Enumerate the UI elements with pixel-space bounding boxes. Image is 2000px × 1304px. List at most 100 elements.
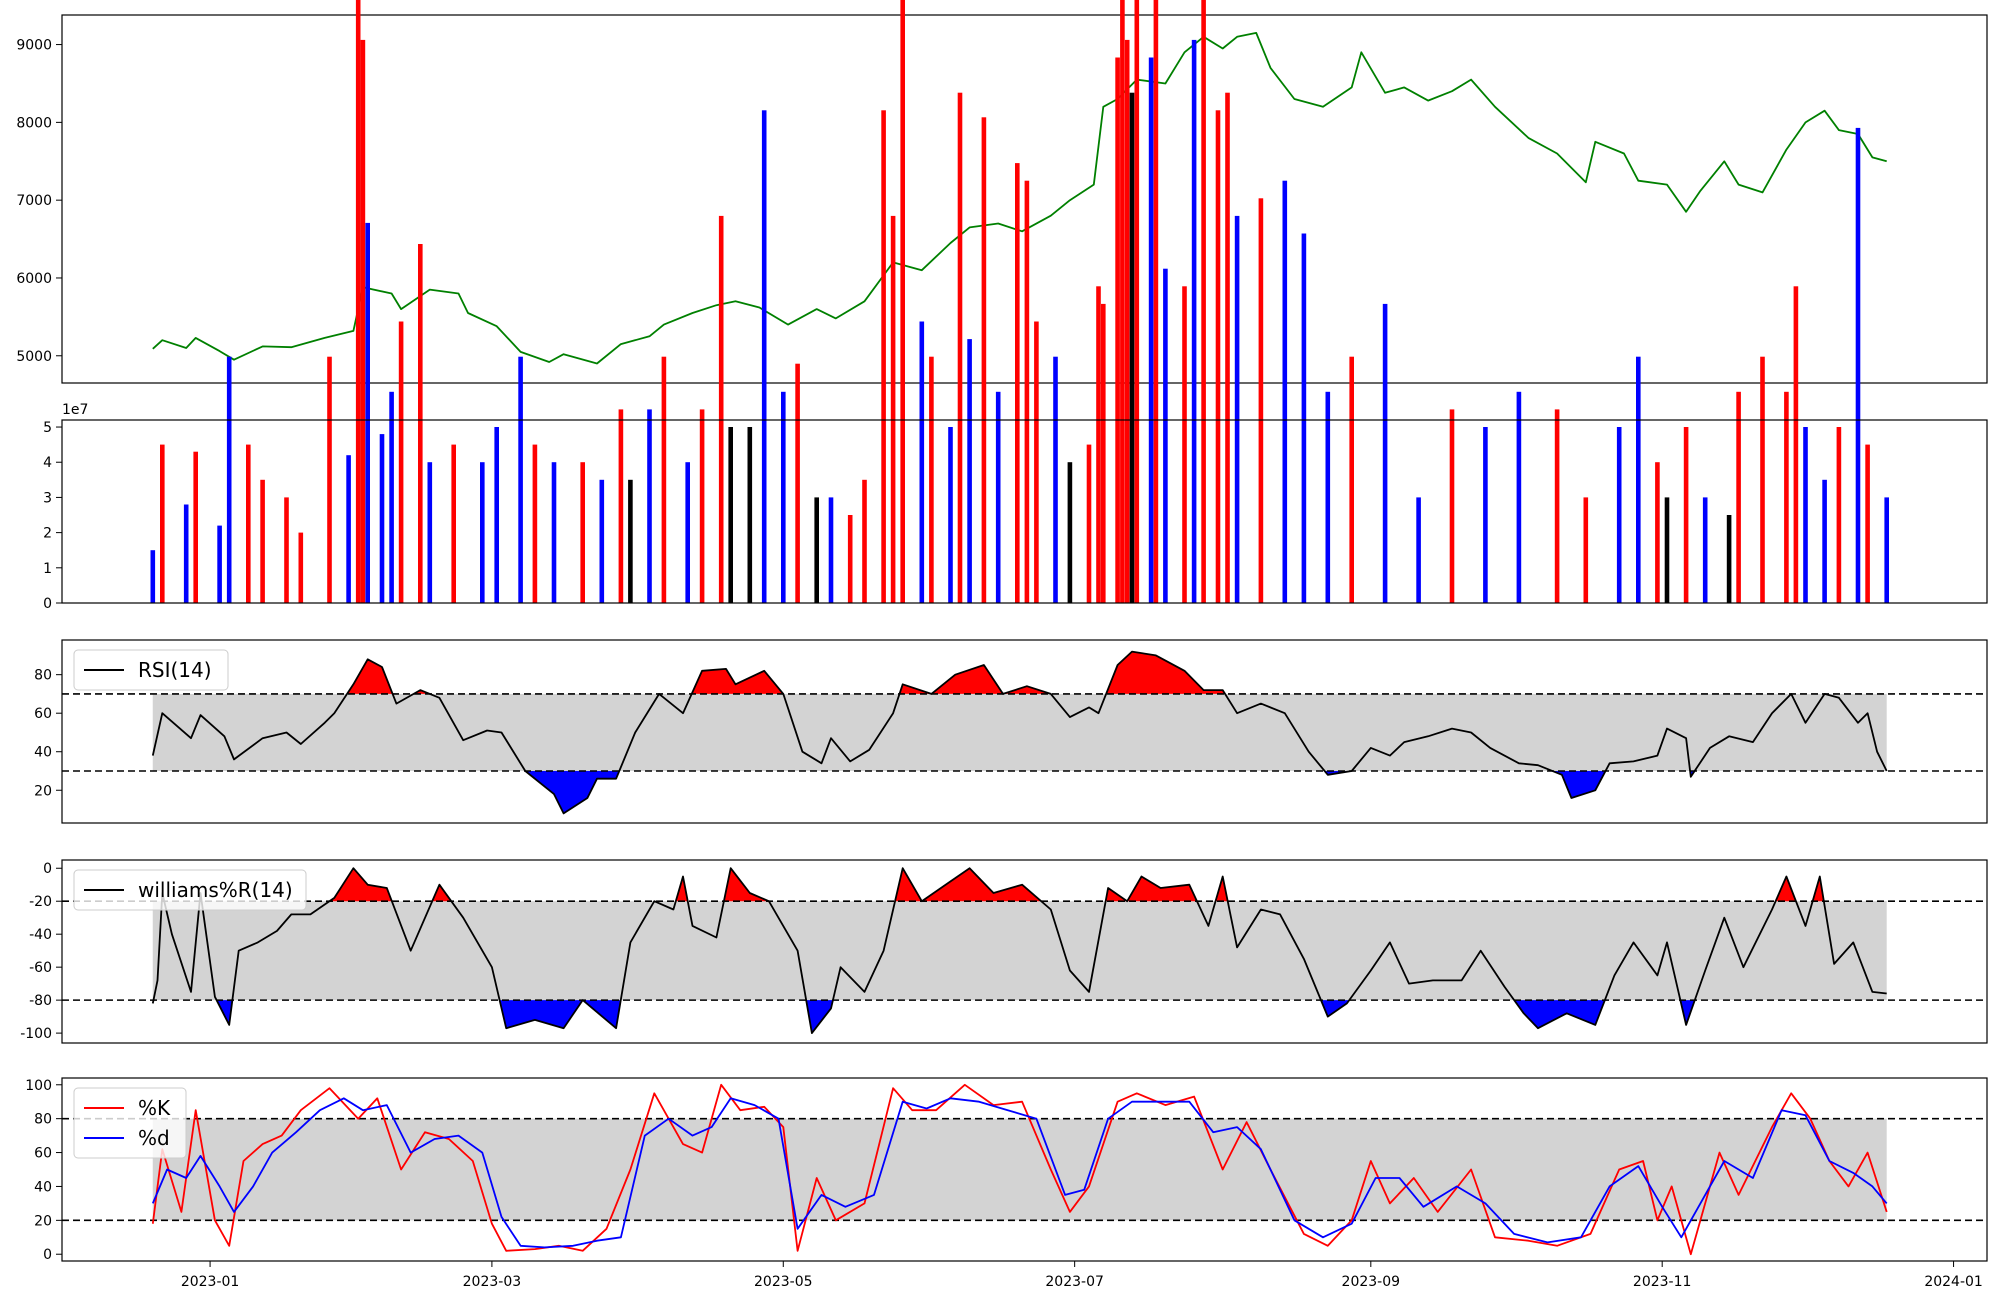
volume-bar — [1282, 180, 1288, 603]
y-tick-label: 40 — [34, 1179, 52, 1195]
y-tick-label: 60 — [34, 706, 52, 722]
overbought-fill — [691, 668, 784, 694]
volume-bar — [1053, 356, 1058, 603]
volume-bar — [1636, 356, 1641, 603]
volume-bar — [1683, 427, 1689, 603]
volume-bar — [1803, 427, 1808, 603]
oversold-fill — [499, 1000, 583, 1029]
volume-bar — [1086, 444, 1092, 603]
volume-bar — [1096, 286, 1101, 603]
volume-bar — [1201, 0, 1206, 603]
overbought-fill — [1215, 876, 1228, 902]
volume-bar — [217, 525, 222, 603]
volume-bar — [900, 0, 905, 603]
legend-label: RSI(14) — [138, 658, 212, 682]
volume-bar — [1215, 110, 1221, 604]
y-tick-label: 80 — [34, 1112, 52, 1128]
volume-bar — [518, 356, 523, 603]
legend-label: williams%R(14) — [138, 878, 293, 902]
volume-bar — [1120, 0, 1125, 603]
volume-bar — [360, 39, 366, 603]
y-tick-label: -40 — [29, 927, 52, 943]
volume-bar — [1865, 444, 1870, 603]
volume-bar — [1225, 92, 1230, 603]
volume-bar — [995, 391, 1001, 603]
volume-bar — [427, 462, 433, 603]
volume-bar — [1124, 39, 1130, 603]
volume-bar — [1382, 303, 1388, 603]
y-tick-label: 6000 — [16, 271, 52, 287]
overbought-fill — [1106, 651, 1226, 694]
x-tick-label: 2024-01 — [1924, 1274, 1983, 1290]
volume-bar — [828, 497, 834, 603]
volume-bar — [929, 356, 934, 603]
volume-bar — [1416, 497, 1421, 603]
volume-bar — [967, 339, 972, 603]
volume-bar — [1349, 356, 1354, 603]
volume-bar — [862, 479, 867, 603]
legend-label: %d — [138, 1126, 170, 1150]
volume-bar — [379, 434, 385, 603]
oversold-fill — [1514, 1000, 1605, 1029]
volume-bar — [1554, 409, 1560, 603]
y-tick-label: 100 — [25, 1078, 52, 1094]
volume-bar — [1024, 180, 1030, 603]
axes-frame — [61, 14, 1988, 384]
volume-bar — [1449, 409, 1455, 603]
volume-bar — [389, 391, 394, 603]
volume-bar — [699, 409, 705, 603]
volume-bar — [981, 117, 987, 604]
overbought-fill — [329, 868, 392, 902]
volume-bar — [1325, 391, 1331, 603]
volume-bar — [1034, 321, 1039, 603]
volume-bar — [355, 0, 361, 604]
volume-bar — [193, 451, 198, 603]
axes-frame — [61, 859, 1988, 1044]
y-tick-label: 3 — [43, 490, 52, 506]
neutral-band — [152, 693, 1887, 771]
volume-bar — [795, 363, 800, 603]
series-line — [151, 1097, 1888, 1249]
y-tick-label: 5 — [43, 420, 52, 436]
legend-box — [73, 1087, 187, 1159]
legend-label: %K — [138, 1096, 171, 1120]
legend: RSI(14) — [73, 649, 229, 691]
volume-bar — [957, 92, 963, 603]
overbought-fill — [895, 868, 922, 902]
volume-bar — [346, 455, 351, 603]
overbought-fill — [1003, 686, 1051, 694]
volume-bar — [160, 444, 165, 603]
y-tick-label: -20 — [29, 894, 52, 910]
volume-bar — [532, 444, 538, 603]
neutral-band — [152, 1118, 1887, 1221]
volume-bar — [1129, 92, 1135, 603]
volume-bar — [1483, 427, 1488, 603]
series-line — [151, 867, 1887, 1034]
volume-bar — [1655, 462, 1660, 603]
overbought-fill — [432, 884, 452, 902]
volume-bar — [761, 110, 767, 604]
y-tick-label: -100 — [20, 1026, 52, 1042]
y-tick-label: 2 — [43, 526, 52, 542]
volume-bar — [1784, 391, 1789, 603]
volume-bar — [661, 356, 667, 603]
volume-bar — [599, 479, 605, 603]
volume-bar — [1616, 427, 1622, 603]
volume-bar — [246, 444, 251, 603]
volume-bar — [1836, 427, 1842, 603]
y-tick-label: 9000 — [16, 38, 52, 54]
oversold-fill — [525, 771, 620, 814]
volume-bar — [260, 479, 265, 603]
overbought-fill — [921, 868, 1042, 902]
x-tick-label: 2023-05 — [754, 1274, 813, 1290]
volume-bar — [628, 479, 633, 603]
overbought-fill — [1812, 876, 1824, 902]
volume-bar — [1884, 497, 1889, 603]
volume-bar — [728, 427, 733, 603]
y-tick-label: 20 — [34, 1213, 52, 1229]
volume-bar — [1153, 0, 1159, 603]
volume-bar — [451, 444, 456, 603]
volume-bar — [284, 497, 289, 603]
volume-bar — [948, 427, 953, 603]
